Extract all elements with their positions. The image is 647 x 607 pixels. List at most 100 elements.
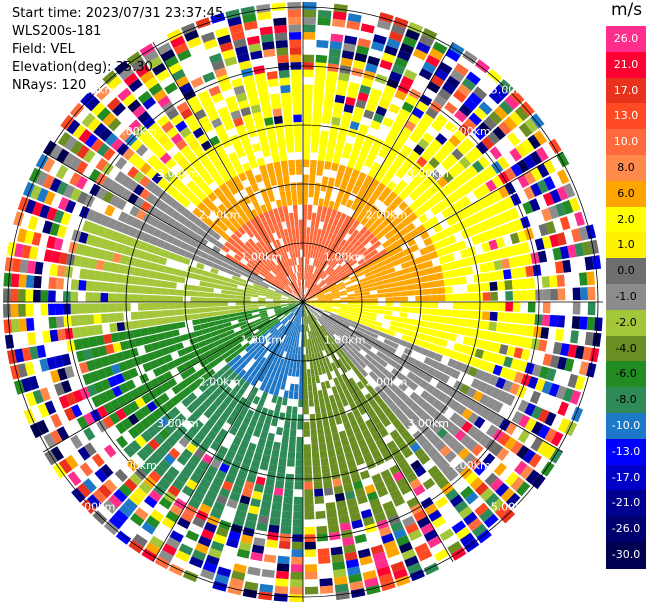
velocity-bin [579, 316, 588, 330]
velocity-bin [377, 297, 386, 302]
velocity-bin [288, 167, 296, 176]
velocity-bin [320, 325, 327, 333]
velocity-bin [404, 323, 413, 331]
velocity-bin [438, 255, 448, 265]
velocity-bin [343, 215, 352, 224]
velocity-bin [168, 288, 177, 296]
velocity-bin [205, 554, 220, 566]
velocity-bin [85, 280, 94, 291]
velocity-bin [433, 353, 443, 363]
velocity-bin [330, 233, 337, 242]
velocity-bin [299, 376, 303, 385]
velocity-bin [307, 290, 313, 297]
velocity-bin [338, 391, 346, 400]
velocity-bin [304, 264, 307, 273]
velocity-bin [488, 352, 499, 364]
velocity-bin [388, 30, 404, 43]
velocity-bin [385, 302, 393, 307]
velocity-bin [489, 146, 503, 160]
velocity-bin [562, 259, 572, 273]
velocity-bin [530, 113, 545, 129]
velocity-bin [278, 389, 285, 398]
velocity-bin [327, 516, 339, 526]
velocity-bin [356, 371, 365, 381]
velocity-bin [479, 169, 491, 183]
velocity-bin [277, 54, 289, 64]
velocity-bin [318, 555, 331, 564]
velocity-bin [315, 413, 322, 422]
velocity-bin [284, 488, 294, 497]
velocity-bin [349, 512, 362, 522]
velocity-bin [297, 316, 300, 324]
velocity-bin [359, 349, 368, 357]
velocity-bin [289, 345, 294, 354]
velocity-bin [463, 375, 475, 386]
velocity-bin [269, 425, 277, 434]
velocity-bin [388, 128, 400, 139]
velocity-bin [325, 339, 332, 348]
velocity-bin [422, 441, 434, 453]
velocity-bin [310, 302, 318, 304]
velocity-bin [377, 309, 385, 315]
velocity-bin [437, 309, 446, 316]
velocity-bin [374, 276, 383, 283]
velocity-bin [343, 251, 351, 260]
velocity-bin [422, 132, 434, 144]
velocity-bin [252, 490, 263, 501]
velocity-bin [314, 69, 326, 79]
velocity-bin [304, 489, 314, 497]
velocity-bin [329, 463, 339, 473]
velocity-bin [316, 260, 321, 268]
velocity-bin [364, 211, 374, 220]
velocity-bin [492, 126, 506, 141]
velocity-bin [303, 189, 309, 198]
velocity-bin [346, 288, 355, 293]
velocity-bin [190, 308, 199, 314]
velocity-bin [229, 491, 241, 502]
velocity-bin [310, 152, 318, 161]
velocity-bin [511, 425, 524, 440]
velocity-bin [372, 253, 381, 261]
velocity-bin [241, 487, 253, 498]
velocity-bin [337, 367, 345, 376]
velocity-bin [426, 328, 435, 336]
velocity-bin [324, 291, 332, 295]
velocity-bin [331, 335, 339, 343]
colorbar-label: -8.0 [615, 393, 637, 407]
velocity-bin [392, 495, 406, 507]
velocity-bin [520, 348, 531, 361]
velocity-bin [292, 323, 296, 331]
velocity-bin [411, 325, 421, 333]
velocity-bin [595, 302, 604, 316]
velocity-bin [351, 277, 359, 283]
velocity-bin [439, 445, 452, 458]
velocity-bin [365, 435, 375, 446]
velocity-bin [292, 399, 298, 407]
velocity-bin [291, 414, 298, 422]
velocity-bin [198, 307, 206, 313]
velocity-bin [413, 144, 425, 156]
velocity-bin [396, 250, 406, 259]
velocity-bin [420, 363, 430, 373]
velocity-bin [293, 212, 299, 220]
colorbar-label: 21.0 [613, 57, 639, 71]
velocity-bin [49, 329, 59, 342]
velocity-bin [333, 202, 340, 211]
velocity-bin [584, 256, 594, 271]
velocity-bin [413, 173, 425, 185]
velocity-bin [420, 275, 429, 283]
velocity-bin [250, 459, 261, 469]
velocity-bin [408, 179, 419, 190]
velocity-bin [276, 176, 284, 185]
velocity-bin [458, 56, 474, 71]
velocity-bin [357, 338, 366, 346]
velocity-bin [471, 200, 483, 213]
velocity-bin [288, 17, 302, 25]
velocity-bin [273, 487, 284, 496]
velocity-bin [200, 528, 215, 541]
velocity-bin [324, 306, 333, 310]
velocity-bin [357, 274, 366, 281]
velocity-bin [308, 290, 314, 297]
velocity-bin [389, 276, 399, 283]
velocity-bin [314, 337, 320, 345]
